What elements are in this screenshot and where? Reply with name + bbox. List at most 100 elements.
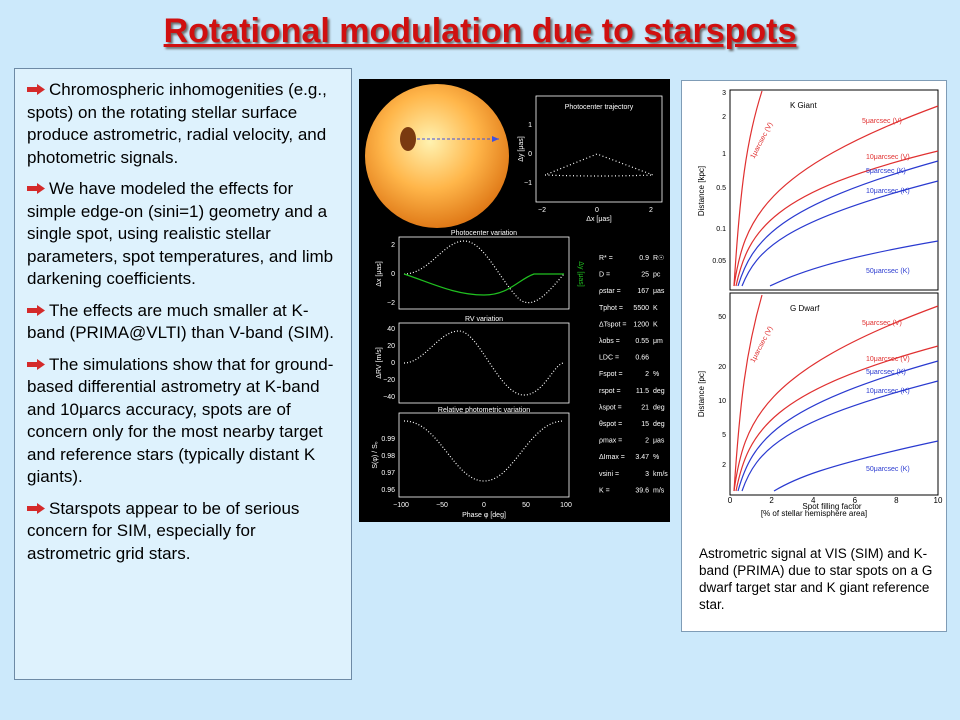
param-value: 25 <box>641 272 649 279</box>
param-value: 5500 <box>633 305 649 312</box>
distance-limit-figure: K Giant Distance [kpc] 3 2 1 0.5 0.1 0.05 1μa… <box>681 80 947 632</box>
phot-xlabel: Phase φ [deg] <box>462 512 506 519</box>
param-name: ρmax = <box>599 438 622 445</box>
param-value: 3 <box>645 471 649 478</box>
starspot <box>400 127 416 151</box>
traj-xtick: 2 <box>649 207 653 214</box>
rv-panel <box>398 322 570 404</box>
bot-curve-label: 10μarcsec (V) <box>866 356 910 363</box>
bottom-ytick: 2 <box>722 462 726 469</box>
pc-ytick: 2 <box>391 242 395 249</box>
param-unit: deg <box>653 404 665 411</box>
x-tick: 6 <box>853 496 858 505</box>
param-name: rspot = <box>599 388 621 395</box>
parameter-table: R* = 0.9 R☉ D = 25 pc ρstar = 167 μas Tphot = 5500… <box>599 254 668 494</box>
x-tick: 4 <box>811 496 816 505</box>
param-value: 21 <box>641 404 649 411</box>
top-curve-1v <box>733 90 763 287</box>
param-value: 0.55 <box>635 338 649 345</box>
param-value: 39.6 <box>635 487 649 494</box>
phot-curve <box>403 420 565 482</box>
phot-ylabel: S(φ) / S₀ <box>372 441 379 468</box>
bullet-item: Chromospheric inhomogenities (e.g., spot… <box>27 80 327 167</box>
x-label-1: Spot filling factor <box>802 502 861 511</box>
top-curve-label: 1μarcsec (V) <box>750 121 775 159</box>
param-value: 11.5 <box>636 388 649 395</box>
photocenter-ylabel-right: Δy [μas] <box>577 261 584 286</box>
red-arrow-icon <box>27 358 45 370</box>
bot-curve-5k <box>737 360 939 492</box>
k-giant-label: K Giant <box>790 101 817 110</box>
bullet-item: The effects are much smaller at K-band (… <box>27 300 335 342</box>
g-dwarf-panel <box>729 292 939 496</box>
param-unit: μas <box>653 438 665 445</box>
phot-xtick: 100 <box>560 502 572 509</box>
bot-curve-10v <box>735 345 939 492</box>
phot-ytick: 0.96 <box>381 487 395 494</box>
phot-panel <box>398 412 570 498</box>
bottom-ylabel: Distance [pc] <box>697 371 706 417</box>
rv-ylabel: ΔRV [m/s] <box>376 347 383 378</box>
dy-curve <box>403 273 564 296</box>
param-name: ρstar = <box>599 288 621 295</box>
param-unit: μas <box>653 288 665 295</box>
param-unit: m/s <box>653 487 665 494</box>
top-curve-50k <box>769 240 939 287</box>
rv-ytick: −20 <box>383 377 395 384</box>
starspot-simulation-figure: Photocenter trajectory 1 0 −1 −2 0 2 Δx … <box>359 79 670 522</box>
param-value: 2 <box>645 438 649 445</box>
param-value: 0.9 <box>639 255 649 262</box>
param-unit: K <box>653 305 658 312</box>
bot-curve-label: 5μarcsec (K) <box>866 369 906 376</box>
param-name: K = <box>599 487 610 494</box>
param-unit: deg <box>653 421 665 428</box>
traj-xtick: −2 <box>538 207 546 214</box>
top-curve-label: 5μarcsec (K) <box>866 168 906 175</box>
k-giant-panel <box>729 89 939 291</box>
bot-curve-label: 50μarcsec (K) <box>866 466 910 473</box>
top-curve-10k <box>741 180 939 287</box>
phot-xtick: −50 <box>436 502 448 509</box>
param-name: Tphot = <box>599 305 623 312</box>
bottom-ytick: 50 <box>718 314 726 321</box>
rv-curve <box>403 330 565 396</box>
top-ylabel: Distance [kpc] <box>697 166 706 216</box>
top-curve-label: 5μarcsec (V) <box>862 118 902 125</box>
top-curve-label: 10μarcsec (V) <box>866 154 910 161</box>
bottom-yticks: 50 20 10 5 2 <box>718 314 726 469</box>
photocenter-ylabel: Δx [μas] <box>376 261 383 286</box>
star-disk <box>365 84 509 228</box>
phot-xtick: 0 <box>482 502 486 509</box>
dx-curve <box>403 240 565 304</box>
top-ytick: 1 <box>722 151 726 158</box>
param-value: 2 <box>645 371 649 378</box>
param-value: 0.66 <box>635 355 649 362</box>
top-yticks: 3 2 1 0.5 0.1 0.05 <box>712 90 726 265</box>
pc-ytick: −2 <box>387 300 395 307</box>
param-unit: km/s <box>653 471 668 478</box>
bottom-ytick: 20 <box>718 364 726 371</box>
top-curve-label: 50μarcsec (K) <box>866 268 910 275</box>
param-unit: deg <box>653 388 665 395</box>
bot-curve-5v <box>733 305 939 492</box>
red-arrow-icon <box>27 502 45 514</box>
traj-ytick: 1 <box>528 122 532 129</box>
param-unit: μm <box>653 338 663 345</box>
photocenter-title: Photocenter variation <box>451 230 517 237</box>
bot-curve-1v <box>733 294 763 492</box>
param-name: λobs = <box>599 338 620 345</box>
traj-ytick: 0 <box>528 151 532 158</box>
red-arrow-icon <box>27 304 45 316</box>
distance-plots: K Giant Distance [kpc] 3 2 1 0.5 0.1 0.05 1μa… <box>697 89 943 511</box>
phot-ytick: 0.97 <box>381 470 395 477</box>
figure-caption: Astrometric signal at VIS (SIM) and K-ba… <box>699 546 933 612</box>
top-curve-10v <box>735 150 939 287</box>
param-value: 167 <box>637 288 649 295</box>
traj-ylabel: Δy [μas] <box>518 136 525 161</box>
slide-title: Rotational modulation due to starspots <box>163 12 797 50</box>
simulation-plots: Photocenter trajectory 1 0 −1 −2 0 2 Δx … <box>365 84 668 519</box>
x-tick: 8 <box>894 496 899 505</box>
param-name: θspot = <box>599 421 622 428</box>
rv-ytick: 20 <box>387 343 395 350</box>
top-ytick: 3 <box>722 90 726 97</box>
